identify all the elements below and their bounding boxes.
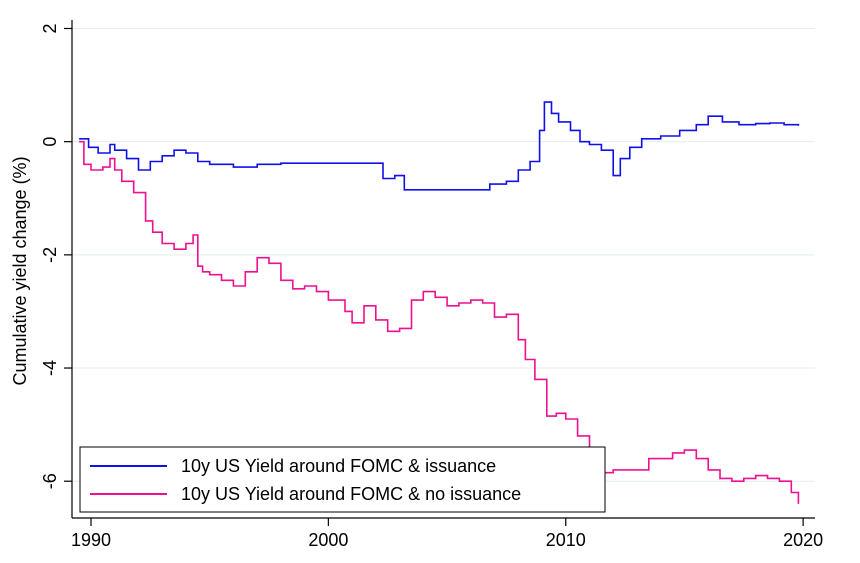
legend-label-issuance: 10y US Yield around FOMC & issuance (181, 456, 496, 476)
y-tick-label: -2 (40, 247, 60, 263)
x-tick-label: 2000 (308, 530, 348, 550)
legend-label-no-issuance: 10y US Yield around FOMC & no issuance (181, 484, 521, 504)
series-line-no-issuance (79, 140, 800, 504)
x-tick-label: 1990 (71, 530, 111, 550)
y-tick-label: 2 (40, 23, 60, 33)
series-line-issuance (79, 101, 800, 191)
axes (71, 20, 815, 519)
y-tick-label: -6 (40, 473, 60, 489)
y-tick-label: 0 (40, 137, 60, 147)
x-tick-label: 2020 (783, 530, 823, 550)
x-ticks: 1990 2000 2010 2020 (71, 518, 823, 550)
legend: 10y US Yield around FOMC & issuance 10y … (79, 446, 606, 513)
y-ticks: 2 0 -2 -4 -6 (40, 23, 72, 489)
gridlines (72, 27, 815, 482)
series-layer (79, 101, 800, 504)
y-tick-label: -4 (40, 360, 60, 376)
y-axis-title: Cumulative yield change (%) (10, 156, 30, 385)
x-tick-label: 2010 (546, 530, 586, 550)
legend-box (79, 446, 606, 513)
